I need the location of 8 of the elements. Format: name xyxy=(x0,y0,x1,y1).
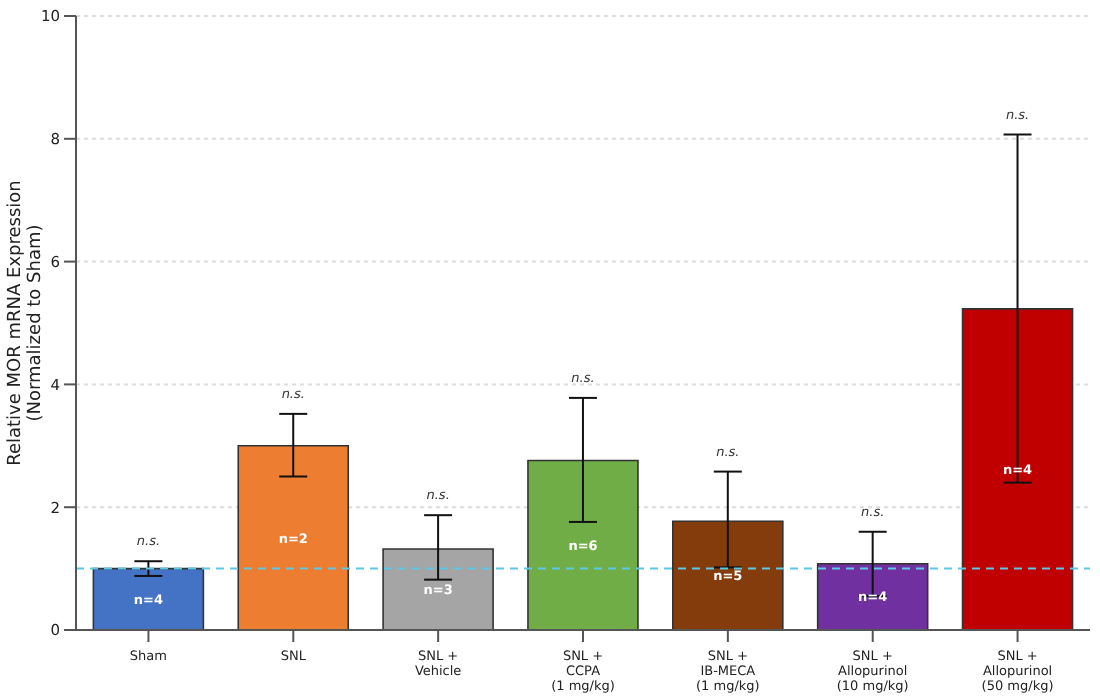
bar xyxy=(92,567,205,630)
bar xyxy=(961,308,1074,630)
bar xyxy=(237,445,350,630)
bar xyxy=(816,562,929,630)
y-axis-title: Relative MOR mRNA Expression (Normalized to Sham) xyxy=(6,180,46,466)
bar xyxy=(527,459,639,630)
bar xyxy=(672,520,784,630)
bar xyxy=(382,548,494,630)
